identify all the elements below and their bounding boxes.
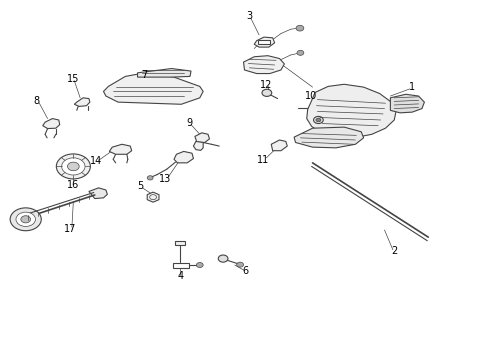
Circle shape	[295, 25, 303, 31]
Circle shape	[313, 116, 323, 123]
Polygon shape	[103, 73, 203, 104]
Circle shape	[236, 262, 243, 267]
Polygon shape	[174, 152, 193, 163]
Text: 3: 3	[245, 12, 251, 21]
Circle shape	[315, 118, 320, 122]
Circle shape	[61, 158, 85, 175]
Polygon shape	[258, 40, 269, 44]
Polygon shape	[74, 98, 90, 107]
Polygon shape	[306, 84, 395, 138]
Polygon shape	[389, 94, 424, 113]
Text: 7: 7	[141, 70, 147, 80]
Polygon shape	[195, 133, 209, 143]
Circle shape	[147, 176, 153, 180]
Text: 12: 12	[260, 80, 272, 90]
Circle shape	[16, 212, 35, 226]
Polygon shape	[193, 141, 203, 150]
Circle shape	[10, 208, 41, 231]
Polygon shape	[293, 127, 363, 148]
Polygon shape	[42, 118, 60, 129]
Circle shape	[21, 216, 30, 223]
Circle shape	[262, 89, 271, 96]
Text: 17: 17	[64, 224, 77, 234]
Polygon shape	[109, 144, 131, 154]
Polygon shape	[175, 241, 185, 245]
Text: 16: 16	[67, 180, 80, 190]
Text: 8: 8	[34, 96, 40, 107]
Polygon shape	[147, 192, 159, 202]
Polygon shape	[243, 56, 284, 73]
Polygon shape	[254, 37, 274, 47]
Circle shape	[296, 50, 303, 55]
Text: 2: 2	[390, 247, 397, 256]
Text: 6: 6	[242, 266, 248, 276]
Text: 14: 14	[89, 157, 102, 166]
Polygon shape	[172, 263, 188, 267]
Text: 13: 13	[159, 174, 171, 184]
Circle shape	[56, 154, 90, 179]
Polygon shape	[89, 188, 107, 199]
Circle shape	[218, 255, 227, 262]
Text: 15: 15	[67, 74, 80, 84]
Text: 11: 11	[256, 155, 268, 165]
Circle shape	[196, 262, 203, 267]
Text: 1: 1	[408, 82, 414, 92]
Circle shape	[67, 162, 79, 171]
Polygon shape	[137, 68, 191, 77]
Text: 5: 5	[137, 181, 143, 192]
Text: 4: 4	[177, 271, 183, 282]
Polygon shape	[271, 140, 287, 151]
Text: 10: 10	[304, 91, 316, 101]
Text: 9: 9	[185, 118, 192, 128]
